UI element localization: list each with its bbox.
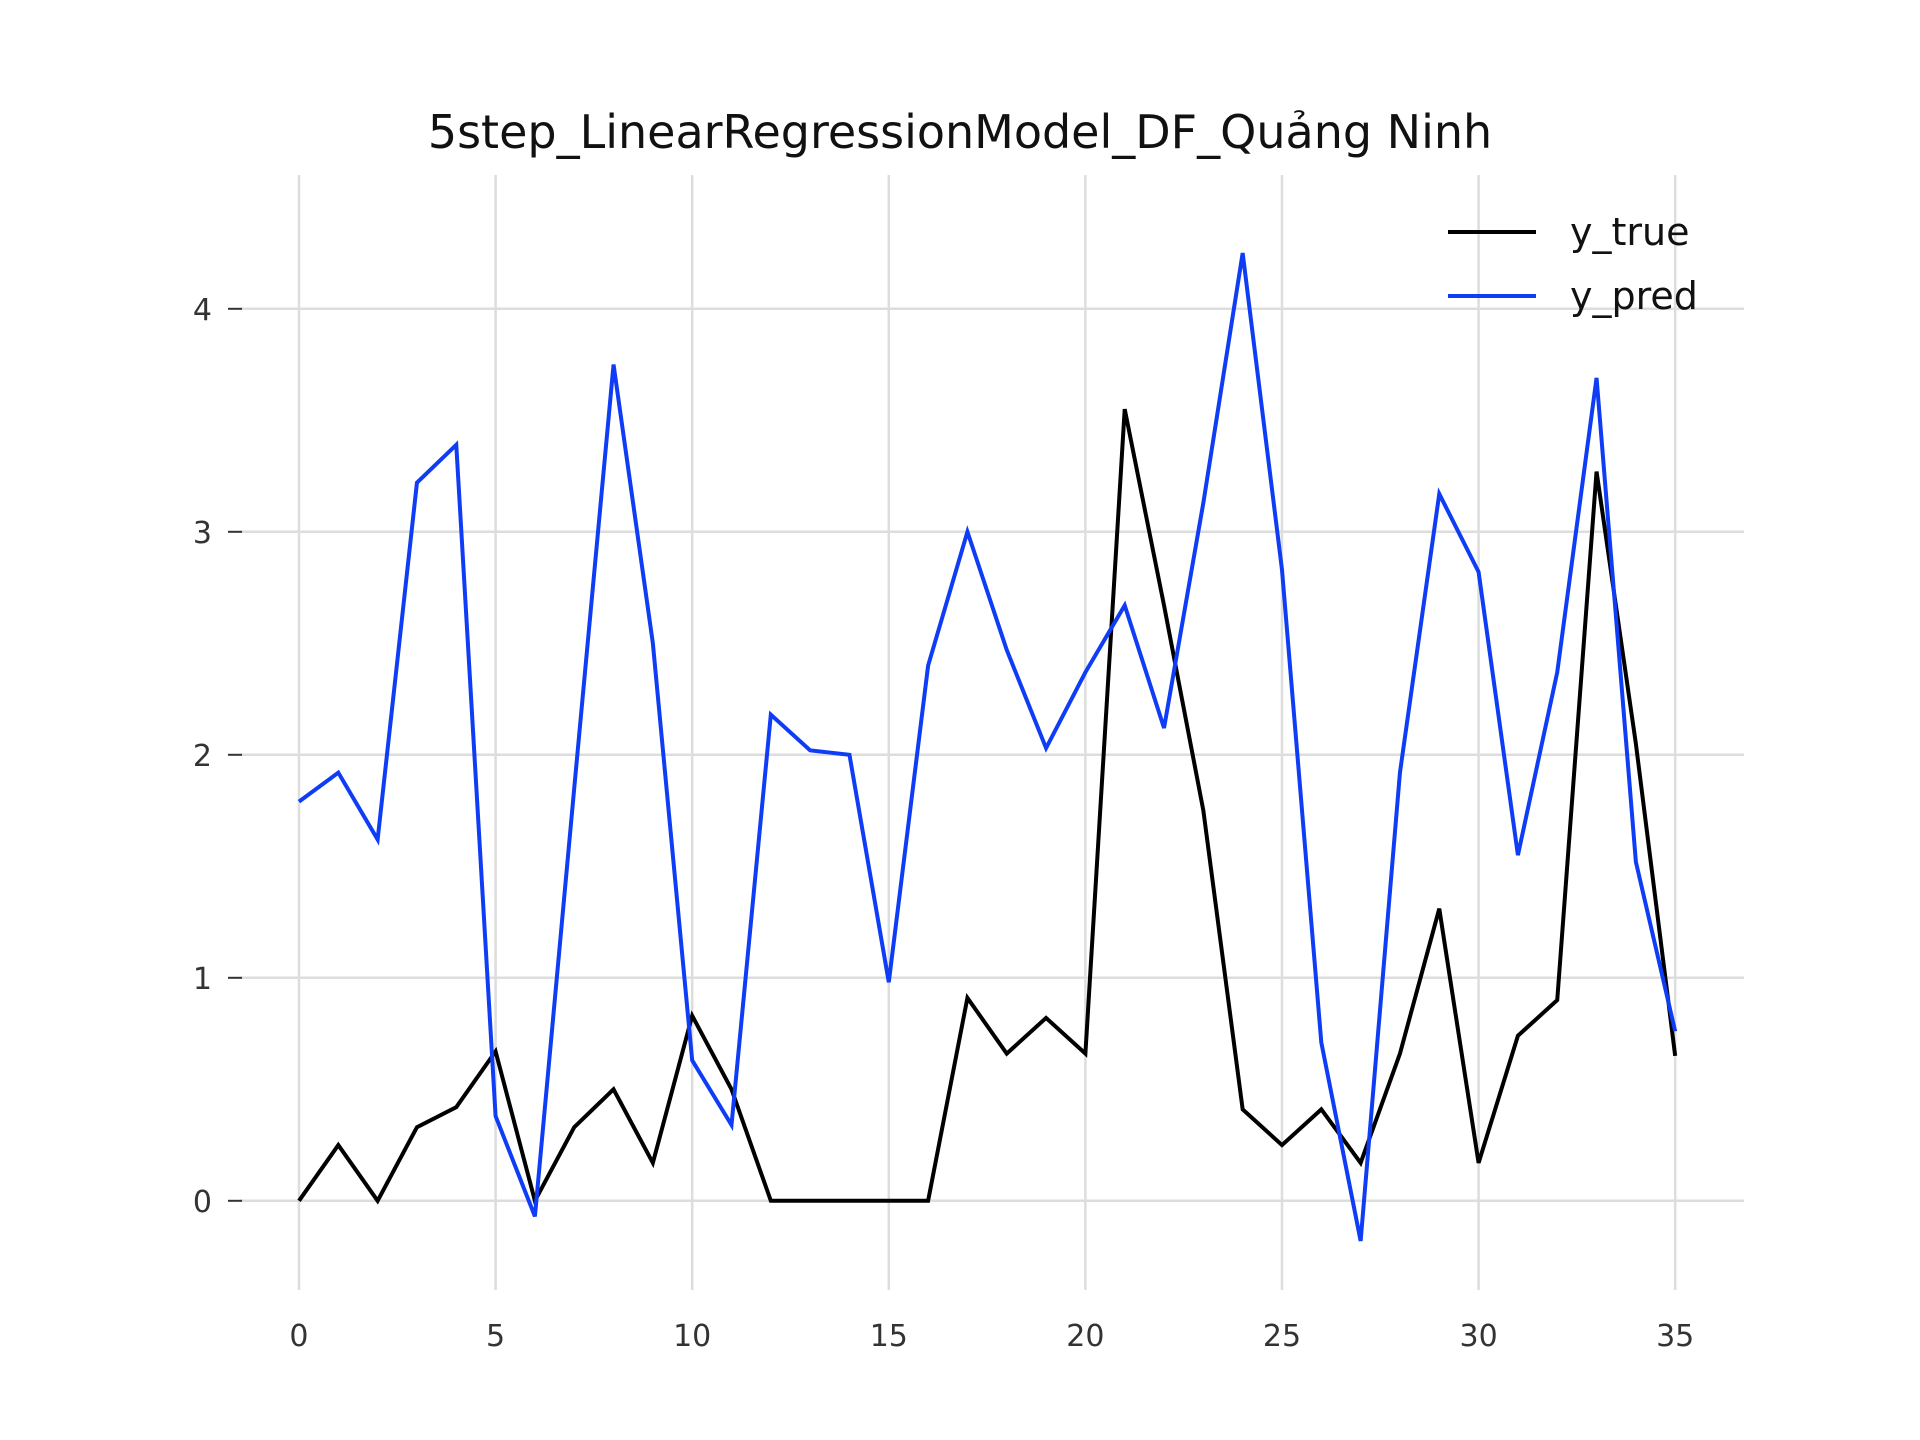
x-axis: 0 5 10 15 20 25 30 35 [289, 1319, 1694, 1354]
legend: y_true y_pred [1448, 210, 1698, 318]
x-tick-label: 20 [1066, 1319, 1104, 1354]
legend-label: y_pred [1570, 274, 1698, 318]
y-tick-label: 3 [193, 516, 212, 551]
y-tick-label: 2 [193, 739, 212, 774]
legend-label: y_true [1570, 210, 1689, 254]
x-tick-label: 30 [1459, 1319, 1497, 1354]
series-line-y-true [297, 408, 1678, 1207]
legend-item-y-true: y_true [1448, 210, 1689, 254]
x-tick-label: 15 [870, 1319, 908, 1354]
y-tick-label: 0 [193, 1185, 212, 1220]
series-lines [297, 252, 1678, 1242]
series-line-y-pred [297, 252, 1678, 1242]
x-tick-label: 25 [1263, 1319, 1301, 1354]
x-tick-label: 0 [289, 1319, 308, 1354]
x-tick-label: 35 [1656, 1319, 1694, 1354]
grid [240, 175, 1744, 1290]
chart-title: 5step_LinearRegressionModel_DF_Quảng Nin… [428, 105, 1492, 159]
x-tick-label: 10 [673, 1319, 711, 1354]
y-tick-label: 1 [193, 962, 212, 997]
y-tick-label: 4 [193, 293, 212, 328]
x-tick-label: 5 [486, 1319, 505, 1354]
legend-item-y-pred: y_pred [1448, 274, 1698, 318]
y-axis: 0 1 2 3 4 [193, 293, 242, 1220]
